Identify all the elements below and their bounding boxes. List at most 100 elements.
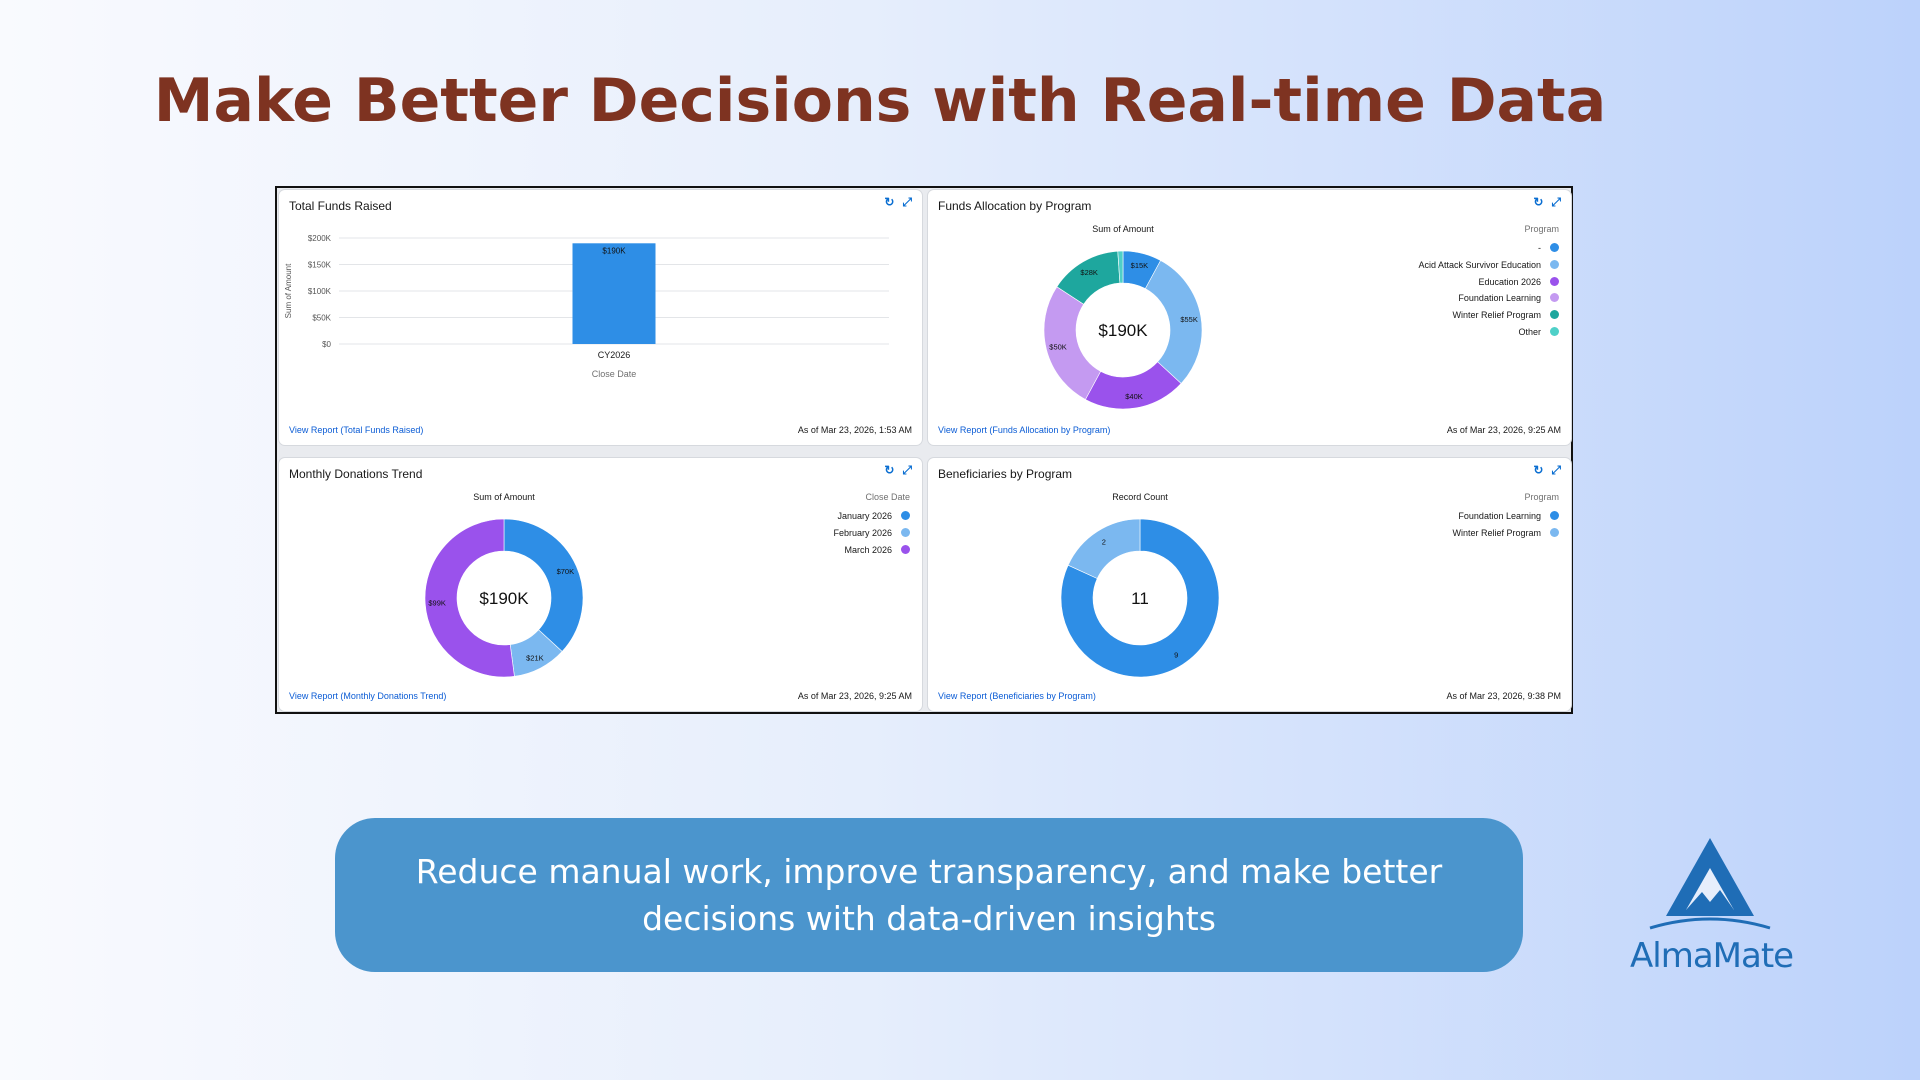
- donut-center-label: $190K: [1098, 321, 1148, 340]
- donut-center-label: 11: [1131, 589, 1149, 608]
- legend-swatch: [1550, 527, 1559, 537]
- y-tick-label: $50K: [312, 314, 331, 323]
- y-tick-label: $100K: [308, 287, 332, 296]
- legend-item[interactable]: Education 2026: [1418, 274, 1559, 291]
- donut-chart: Sum of Amount $70K $21K $99K $190K: [424, 492, 584, 678]
- legend-item[interactable]: Foundation Learning: [1452, 508, 1559, 525]
- slice-acid-attack-survivor-education: [1144, 260, 1203, 384]
- legend-item[interactable]: Acid Attack Survivor Education: [1418, 257, 1559, 274]
- chart-legend: Program - Acid Attack Survivor Education E…: [1418, 224, 1559, 341]
- timestamp: As of Mar 23, 2026, 9:38 PM: [1446, 691, 1561, 701]
- expand-icon[interactable]: ⤢: [902, 463, 912, 477]
- legend-label: Acid Attack Survivor Education: [1418, 259, 1541, 270]
- legend-item[interactable]: Winter Relief Program: [1418, 307, 1559, 324]
- panel-monthly-donations: Monthly Donations Trend ↻ ⤢ Sum of Amount…: [279, 458, 922, 711]
- view-report-link[interactable]: View Report (Total Funds Raised): [289, 425, 424, 435]
- legend-swatch: [1550, 276, 1559, 286]
- refresh-icon[interactable]: ↻: [1533, 195, 1544, 209]
- view-report-link[interactable]: View Report (Funds Allocation by Program…: [938, 425, 1111, 435]
- view-report-link[interactable]: View Report (Beneficiaries by Program): [938, 691, 1096, 701]
- legend-label: Other: [1518, 326, 1541, 337]
- legend-item[interactable]: February 2026: [833, 525, 910, 542]
- chart-subtitle: Sum of Amount: [1092, 224, 1154, 234]
- donut-chart: Record Count 9 2 11: [1060, 492, 1220, 678]
- slice-label: $99K: [428, 598, 446, 607]
- timestamp: As of Mar 23, 2026, 1:53 AM: [797, 425, 912, 435]
- y-tick-label: $200K: [308, 234, 332, 243]
- legend-title: Program: [1524, 492, 1559, 502]
- slice-label: $70K: [557, 567, 575, 576]
- donut-center-label: $190K: [479, 589, 529, 608]
- legend-item[interactable]: March 2026: [833, 542, 910, 559]
- panel-title: Beneficiaries by Program: [938, 467, 1073, 481]
- panel-funds-allocation: Funds Allocation by Program ↻ ⤢ Sum of Am…: [928, 190, 1571, 445]
- tagline-text: Reduce manual work, improve transparency…: [415, 852, 1443, 938]
- refresh-icon[interactable]: ↻: [1533, 463, 1544, 477]
- legend-item[interactable]: Foundation Learning: [1418, 290, 1559, 307]
- legend-label: Foundation Learning: [1458, 293, 1541, 304]
- slice-foundation-learning: [1060, 518, 1220, 678]
- slice-other: [1117, 250, 1124, 284]
- expand-icon[interactable]: ⤢: [1551, 463, 1561, 477]
- bar-value-label: $190K: [602, 246, 626, 255]
- dashboard: Total Funds Raised ↻ ⤢ $0 $50K $100K $150K $2…: [275, 186, 1573, 714]
- slice-winter-relief-program: [1067, 518, 1141, 579]
- legend-swatch: [1550, 293, 1559, 303]
- refresh-icon[interactable]: ↻: [884, 195, 895, 209]
- logo-text: AlmaMate: [1630, 936, 1794, 976]
- expand-icon[interactable]: ⤢: [902, 195, 912, 209]
- legend-item[interactable]: -: [1418, 240, 1559, 257]
- legend-swatch: [1550, 243, 1559, 252]
- chart-legend: Close Date January 2026 February 2026 Marc…: [833, 492, 910, 558]
- panel-title: Monthly Donations Trend: [289, 467, 423, 481]
- legend-label: March 2026: [844, 544, 892, 555]
- legend-item[interactable]: Winter Relief Program: [1452, 525, 1559, 542]
- panel-tools: ↻ ⤢: [1525, 195, 1561, 210]
- slice-label: $40K: [1125, 392, 1143, 401]
- y-tick-label: $150K: [308, 261, 332, 270]
- legend-label: Education 2026: [1478, 276, 1541, 287]
- donut-chart: Sum of Amount $15K $55K $40K $50K $28K $190K: [1043, 224, 1203, 410]
- panel-title: Funds Allocation by Program: [938, 199, 1092, 213]
- tagline-banner: Reduce manual work, improve transparency…: [335, 818, 1523, 972]
- legend-swatch: [1550, 310, 1559, 320]
- page-headline: Make Better Decisions with Real-time Dat…: [153, 66, 1607, 136]
- panel-beneficiaries: Beneficiaries by Program ↻ ⤢ Record Count…: [928, 458, 1571, 711]
- view-report-link[interactable]: View Report (Monthly Donations Trend): [289, 691, 447, 701]
- x-tick-label: CY2026: [598, 350, 631, 360]
- legend-swatch: [901, 544, 910, 554]
- legend-item[interactable]: Other: [1418, 324, 1559, 341]
- y-axis-label: Sum of Amount: [284, 263, 293, 318]
- panel-total-funds-raised: Total Funds Raised ↻ ⤢ $0 $50K $100K $150K $2…: [279, 190, 922, 445]
- slice-label: $28K: [1080, 268, 1098, 277]
- slice-label: $55K: [1180, 315, 1198, 324]
- slice-label: 2: [1102, 538, 1106, 547]
- legend-label: Winter Relief Program: [1452, 527, 1541, 538]
- legend-swatch: [1550, 326, 1559, 336]
- x-axis-label: Close Date: [592, 369, 637, 379]
- legend-label: Winter Relief Program: [1452, 310, 1541, 321]
- mountain-triangle-logo-icon: [1649, 838, 1771, 930]
- bar-CY2026: [572, 243, 656, 344]
- chart-subtitle: Sum of Amount: [473, 492, 535, 502]
- panel-tools: ↻ ⤢: [1525, 463, 1561, 478]
- slice-label: $15K: [1131, 261, 1149, 270]
- legend-item[interactable]: January 2026: [833, 508, 910, 525]
- expand-icon[interactable]: ⤢: [1551, 195, 1561, 209]
- legend-label: Foundation Learning: [1458, 511, 1541, 521]
- slice-march-2026: [424, 518, 515, 678]
- legend-label: -: [1538, 243, 1541, 253]
- refresh-icon[interactable]: ↻: [884, 463, 895, 477]
- slice-label: $50K: [1049, 342, 1067, 351]
- chart-legend: Program Foundation Learning Winter Relief…: [1452, 492, 1559, 542]
- panel-title: Total Funds Raised: [289, 199, 392, 213]
- timestamp: As of Mar 23, 2026, 9:25 AM: [797, 691, 912, 701]
- legend-swatch: [901, 527, 910, 537]
- y-tick-label: $0: [322, 340, 331, 349]
- chart-subtitle: Record Count: [1112, 492, 1168, 502]
- bar-chart: $0 $50K $100K $150K $200K Sum of Amount $190K C…: [284, 234, 889, 379]
- legend-swatch: [1550, 259, 1559, 269]
- slice-label: $21K: [526, 653, 544, 662]
- legend-title: Close Date: [865, 492, 910, 502]
- slice-january-2026: [503, 518, 584, 652]
